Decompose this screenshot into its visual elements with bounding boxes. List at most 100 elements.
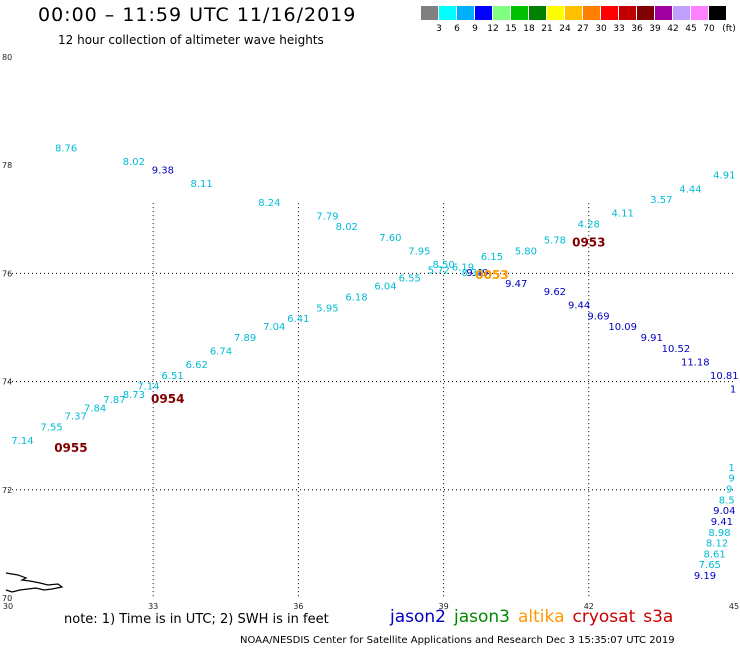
longitude-tick-label: 42 xyxy=(584,602,594,611)
wave-height-label: 9.41 xyxy=(711,517,733,528)
wave-height-label: 5.78 xyxy=(544,236,566,247)
colorbar-label: 30 xyxy=(595,24,607,34)
pass-time-label: 0954 xyxy=(151,392,184,406)
colorbar-label: 12 xyxy=(487,24,499,34)
latitude-tick-label: 78 xyxy=(2,161,12,170)
wave-height-label: 6.19 xyxy=(452,263,474,274)
wave-height-label: 9.38 xyxy=(152,165,174,176)
wave-height-label: 11.18 xyxy=(681,357,710,368)
wave-height-label: 4.91 xyxy=(713,171,735,182)
colorbar-unit: (ft) xyxy=(722,24,736,34)
legend-jason2: jason2 xyxy=(390,607,446,627)
wave-height-label: 6.74 xyxy=(210,347,232,358)
pass-time-label: 0953 xyxy=(572,235,605,249)
colorbar-swatch xyxy=(493,6,510,20)
wave-height-label: 8.61 xyxy=(704,549,726,560)
wave-height-label: 7.14 xyxy=(11,436,33,447)
wave-height-label: 1 xyxy=(728,463,734,474)
legend-cryosat: cryosat xyxy=(572,607,636,627)
map-title: 00:00 – 11:59 UTC 11/16/2019 xyxy=(38,4,357,26)
wave-height-label: 9 xyxy=(726,485,732,496)
colorbar-swatch xyxy=(601,6,618,20)
wave-height-label: 7.95 xyxy=(408,246,430,257)
pass-time-label: 0053 xyxy=(475,268,508,282)
wave-height-label: 10.52 xyxy=(662,344,691,355)
wave-height-label: 9.91 xyxy=(641,333,663,344)
wave-height-label: 7.65 xyxy=(699,560,721,571)
colorbar-swatch xyxy=(583,6,600,20)
wave-height-label: 7.84 xyxy=(84,403,106,414)
colorbar-label: 6 xyxy=(454,24,460,34)
longitude-tick-label: 39 xyxy=(439,602,449,611)
wave-height-label: 8.02 xyxy=(123,157,145,168)
wave-height-label: 8.50 xyxy=(432,260,454,271)
wave-height-label: 4.44 xyxy=(679,184,701,195)
wave-height-label: 7.60 xyxy=(379,233,401,244)
wave-height-label: 6.04 xyxy=(374,282,396,293)
colorbar-swatch xyxy=(637,6,654,20)
wave-height-label: 7.04 xyxy=(263,322,285,333)
colorbar-swatch xyxy=(439,6,456,20)
wave-height-label: 8.5 xyxy=(719,495,735,506)
wave-height-label: 9.04 xyxy=(713,506,735,517)
colorbar-label: 45 xyxy=(685,24,697,34)
colorbar-swatch xyxy=(421,6,438,20)
latitude-tick-label: 80 xyxy=(2,53,12,62)
coastline xyxy=(5,572,64,593)
wave-height-label: 10.09 xyxy=(608,322,637,333)
longitude-tick-label: 33 xyxy=(148,602,158,611)
latitude-tick-label: 72 xyxy=(2,486,12,495)
wave-height-label: 9.44 xyxy=(568,301,590,312)
longitude-tick-label: 36 xyxy=(293,602,303,611)
wave-height-label: 8.24 xyxy=(258,198,280,209)
wave-height-label: 1 xyxy=(730,384,736,395)
legend-jason3: jason3 xyxy=(454,607,510,627)
colorbar-label: 70 xyxy=(703,24,715,34)
colorbar-swatch xyxy=(709,6,726,20)
wave-height-label: 4.28 xyxy=(578,219,600,230)
latitude-tick-label: 74 xyxy=(2,378,12,387)
wave-height-label: 9.19 xyxy=(694,571,716,582)
colorbar-swatch xyxy=(673,6,690,20)
colorbar-swatch xyxy=(529,6,546,20)
colorbar-label: 24 xyxy=(559,24,571,34)
colorbar-swatch xyxy=(457,6,474,20)
colorbar-label: 21 xyxy=(541,24,553,34)
colorbar-swatch xyxy=(511,6,528,20)
wave-height-label: 9.62 xyxy=(544,287,566,298)
wave-height-label: 6.51 xyxy=(161,371,183,382)
wave-height-label: 7.14 xyxy=(137,382,159,393)
wave-height-label: 7.87 xyxy=(103,395,125,406)
colorbar-label: 36 xyxy=(631,24,643,34)
wave-height-label: 9 xyxy=(728,474,734,485)
colorbar-swatch xyxy=(547,6,564,20)
wave-height-label: 6.62 xyxy=(186,360,208,371)
wave-height-label: 6.41 xyxy=(287,314,309,325)
wave-height-label: 7.79 xyxy=(316,211,338,222)
wave-height-label: 8.38 xyxy=(462,268,484,279)
wave-height-label: 8.11 xyxy=(190,179,212,190)
colorbar-label: 33 xyxy=(613,24,625,34)
longitude-tick-label: 30 xyxy=(3,602,13,611)
wave-height-label: 5.95 xyxy=(316,303,338,314)
colorbar-label: 42 xyxy=(667,24,679,34)
wave-height-label: 7.55 xyxy=(40,422,62,433)
wave-height-label: 9.69 xyxy=(587,311,609,322)
wave-height-label: 8.76 xyxy=(55,144,77,155)
latitude-tick-label: 76 xyxy=(2,269,12,278)
wave-height-label: 7.89 xyxy=(234,333,256,344)
wave-height-label: 4.11 xyxy=(612,209,634,220)
wave-height-label: 5.72 xyxy=(428,265,450,276)
wave-height-label: 6.18 xyxy=(345,292,367,303)
wave-height-label: 8.98 xyxy=(708,528,730,539)
pass-time-label: 0955 xyxy=(54,441,87,455)
colorbar-swatch xyxy=(691,6,708,20)
wave-height-label: 9.47 xyxy=(505,279,527,290)
colorbar-swatch xyxy=(475,6,492,20)
wave-height-label: 6.55 xyxy=(399,274,421,285)
wave-height-label: 6.15 xyxy=(481,252,503,263)
colorbar-swatch xyxy=(619,6,636,20)
wave-height-label: 7.37 xyxy=(65,411,87,422)
wave-height-label: 8.02 xyxy=(336,222,358,233)
